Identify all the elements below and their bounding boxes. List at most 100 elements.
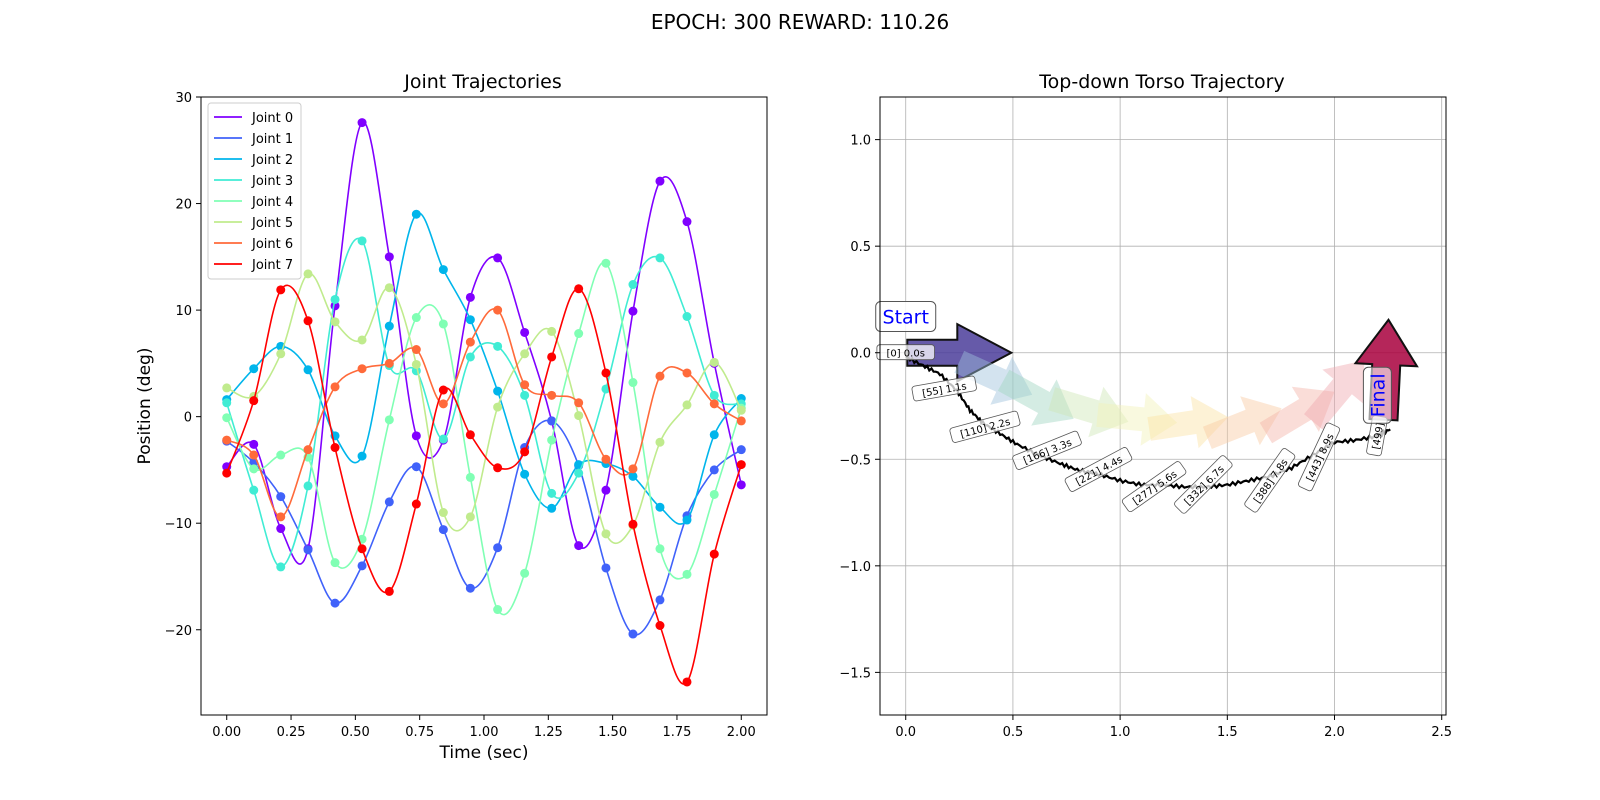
- x-tick-label: 0.0: [895, 725, 916, 740]
- data-point: [384, 283, 394, 293]
- left-axis-ticks: 0.00 0.25 0.50 0.75 1.00 1.25 1.50 1.75 2.00 −20 −…: [165, 91, 756, 740]
- data-point: [628, 378, 638, 388]
- data-point: [411, 499, 421, 509]
- series-line: [226, 212, 742, 525]
- data-point: [709, 465, 719, 475]
- step-label-box: [1174, 455, 1233, 514]
- data-point: [330, 382, 340, 392]
- data-point: [465, 315, 475, 325]
- data-point: [465, 292, 475, 302]
- torso-trajectory-chart: Top-down Torso Trajectory [0] 0.0s[55] 1…: [839, 71, 1452, 740]
- data-point: [357, 118, 367, 128]
- data-point: [655, 544, 665, 554]
- data-point: [655, 620, 665, 630]
- data-point: [357, 335, 367, 345]
- data-point: [736, 405, 746, 415]
- data-point: [628, 464, 638, 474]
- series-line: [225, 261, 743, 616]
- data-point: [574, 411, 584, 421]
- data-point: [465, 337, 475, 347]
- y-tick-label: −0.5: [839, 453, 871, 468]
- data-point: [655, 371, 665, 381]
- x-tick-label: 1.5: [1217, 725, 1238, 740]
- heading-arrow: [1048, 386, 1129, 438]
- data-point: [303, 365, 313, 375]
- data-point: [330, 294, 340, 304]
- data-point: [709, 489, 719, 499]
- start-label: Start: [875, 300, 937, 332]
- data-point: [682, 569, 692, 579]
- right-axis-ticks: 0.0 0.5 1.0 1.5 2.0 2.5 −1.5 −1.0 −0.5 0.0 0.5 1.0: [839, 134, 1452, 740]
- legend-box: [207, 102, 302, 280]
- legend-entry: Joint 2: [251, 153, 293, 168]
- data-point: [438, 385, 448, 395]
- data-point: [574, 284, 584, 294]
- data-point: [411, 431, 421, 441]
- x-tick-label: 2.00: [727, 725, 756, 740]
- data-point: [601, 368, 611, 378]
- data-point: [357, 364, 367, 374]
- data-point: [628, 519, 638, 529]
- step-label-box: [876, 344, 935, 361]
- left-y-axis-label: Position (deg): [135, 348, 155, 465]
- data-point: [249, 364, 259, 374]
- data-point: [601, 563, 611, 573]
- data-point: [493, 463, 503, 473]
- right-chart-title: Top-down Torso Trajectory: [1038, 71, 1284, 93]
- data-point: [601, 529, 611, 539]
- data-point: [682, 368, 692, 378]
- data-point: [547, 488, 557, 498]
- data-point: [493, 253, 503, 263]
- step-label-box: [1012, 430, 1082, 470]
- data-point: [547, 416, 557, 426]
- step-label-box: [911, 375, 977, 402]
- legend: Joint 0 Joint 1 Joint 2 Joint 3 Joint 4 Joint…: [207, 102, 302, 280]
- heading-arrow: [954, 350, 1033, 405]
- data-point: [601, 485, 611, 495]
- data-point: [574, 541, 584, 551]
- data-point: [276, 285, 286, 295]
- x-tick-label: 1.75: [662, 725, 691, 740]
- final-label: Final: [1362, 366, 1392, 424]
- data-point: [520, 469, 530, 479]
- x-tick-label: 1.50: [598, 725, 627, 740]
- y-tick-label: 10: [175, 304, 192, 319]
- data-point: [465, 512, 475, 522]
- legend-entry: Joint 0: [251, 111, 293, 126]
- legend-entry: Joint 3: [251, 174, 293, 189]
- series-line: [226, 121, 743, 565]
- data-point: [520, 390, 530, 400]
- data-point: [736, 445, 746, 455]
- data-point: [276, 562, 286, 572]
- data-point: [303, 445, 313, 455]
- data-point: [547, 390, 557, 400]
- data-point: [303, 316, 313, 326]
- data-point: [520, 447, 530, 457]
- heading-arrow: [997, 369, 1074, 426]
- data-point: [574, 398, 584, 408]
- legend-entry: Joint 4: [251, 195, 293, 210]
- data-point: [682, 311, 692, 321]
- data-point: [736, 416, 746, 426]
- data-point: [520, 380, 530, 390]
- data-point: [384, 252, 394, 262]
- step-label-text: [0] 0.0s: [886, 349, 924, 360]
- data-point: [655, 437, 665, 447]
- y-tick-label: −1.5: [839, 666, 871, 681]
- data-point: [655, 502, 665, 512]
- data-point: [357, 561, 367, 571]
- step-label-box: [949, 410, 1021, 443]
- right-axes-frame: [879, 96, 1447, 716]
- data-point: [249, 485, 259, 495]
- data-point: [628, 471, 638, 481]
- start-label-box: [875, 300, 937, 332]
- legend-entry: Joint 6: [251, 237, 293, 252]
- y-tick-label: 0.5: [850, 240, 871, 255]
- data-point: [222, 398, 232, 408]
- step-label-text: [499]: [1371, 422, 1387, 450]
- data-point: [384, 415, 394, 425]
- data-point: [438, 265, 448, 275]
- step-label: [166] 3.3s: [1012, 430, 1082, 470]
- start-label-text: Start: [883, 306, 929, 328]
